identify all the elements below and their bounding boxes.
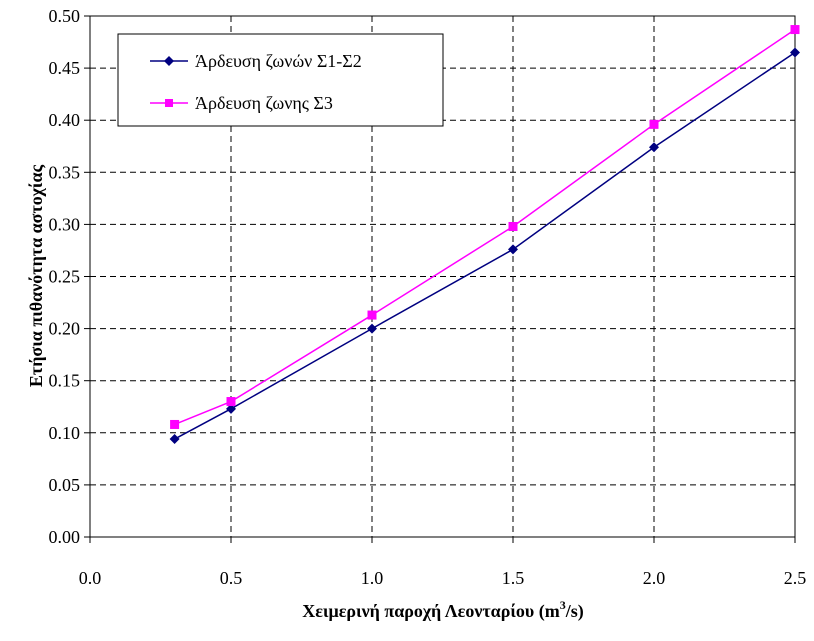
- y-axis-ticks: 0.00 0.05 0.10 0.15 0.20 0.25 0.30 0.35 0.40 0.45…: [49, 6, 90, 547]
- series-1-line: [174, 51, 796, 440]
- series-layer: [169, 25, 800, 445]
- series-1-point: [367, 323, 377, 334]
- series-2-line: [174, 28, 796, 426]
- legend-label-series-1: Άρδευση ζωνών Σ1-Σ2: [195, 51, 362, 71]
- gridlines: [90, 16, 795, 537]
- y-tick-label: 0.00: [49, 527, 81, 547]
- legend-marker-series-1: [164, 56, 174, 66]
- series-2-point: [226, 397, 236, 407]
- legend: Άρδευση ζωνών Σ1-Σ2 Άρδευση ζωνης Σ3: [117, 33, 444, 127]
- x-tick-label: 0.5: [220, 568, 243, 588]
- y-tick-label: 0.35: [49, 162, 81, 182]
- x-tick-label: 1.5: [502, 568, 525, 588]
- x-tick-label: 1.0: [361, 568, 384, 588]
- y-tick-label: 0.50: [49, 6, 81, 26]
- x-tick-label: 2.5: [784, 568, 807, 588]
- series-1: [169, 47, 800, 445]
- series-2-point: [170, 419, 180, 429]
- series-2-point: [649, 119, 659, 129]
- y-tick-label: 0.15: [49, 371, 81, 391]
- y-tick-label: 0.05: [49, 475, 81, 495]
- series-1-point: [226, 403, 236, 414]
- x-axis-title: Χειμερινή παροχή Λεονταρίου (m3/s): [302, 598, 584, 622]
- legend-marker-series-2: [165, 99, 173, 107]
- legend-label-series-2: Άρδευση ζωνης Σ3: [195, 93, 333, 113]
- series-1-point: [790, 47, 800, 58]
- x-tick-label: 2.0: [643, 568, 666, 588]
- y-axis-title: Ετήσια πιθανότητα αστοχίας: [26, 165, 46, 388]
- y-tick-label: 0.30: [49, 214, 81, 234]
- x-tick-label: 0.0: [79, 568, 102, 588]
- series-1-point: [508, 244, 518, 255]
- y-tick-label: 0.20: [49, 319, 81, 339]
- x-axis-ticks: 0.0 0.5 1.0 1.5 2.0 2.5: [79, 537, 807, 588]
- y-tick-label: 0.45: [49, 58, 81, 78]
- y-tick-label: 0.40: [49, 110, 81, 130]
- series-2-point: [367, 310, 377, 320]
- series-2: [170, 25, 800, 429]
- y-tick-label: 0.10: [49, 423, 81, 443]
- series-1-point: [169, 434, 180, 445]
- series-2-point: [790, 25, 800, 35]
- series-2-point: [508, 221, 518, 231]
- series-1-point: [649, 142, 659, 153]
- legend-box: [117, 33, 444, 127]
- y-tick-label: 0.25: [49, 267, 81, 287]
